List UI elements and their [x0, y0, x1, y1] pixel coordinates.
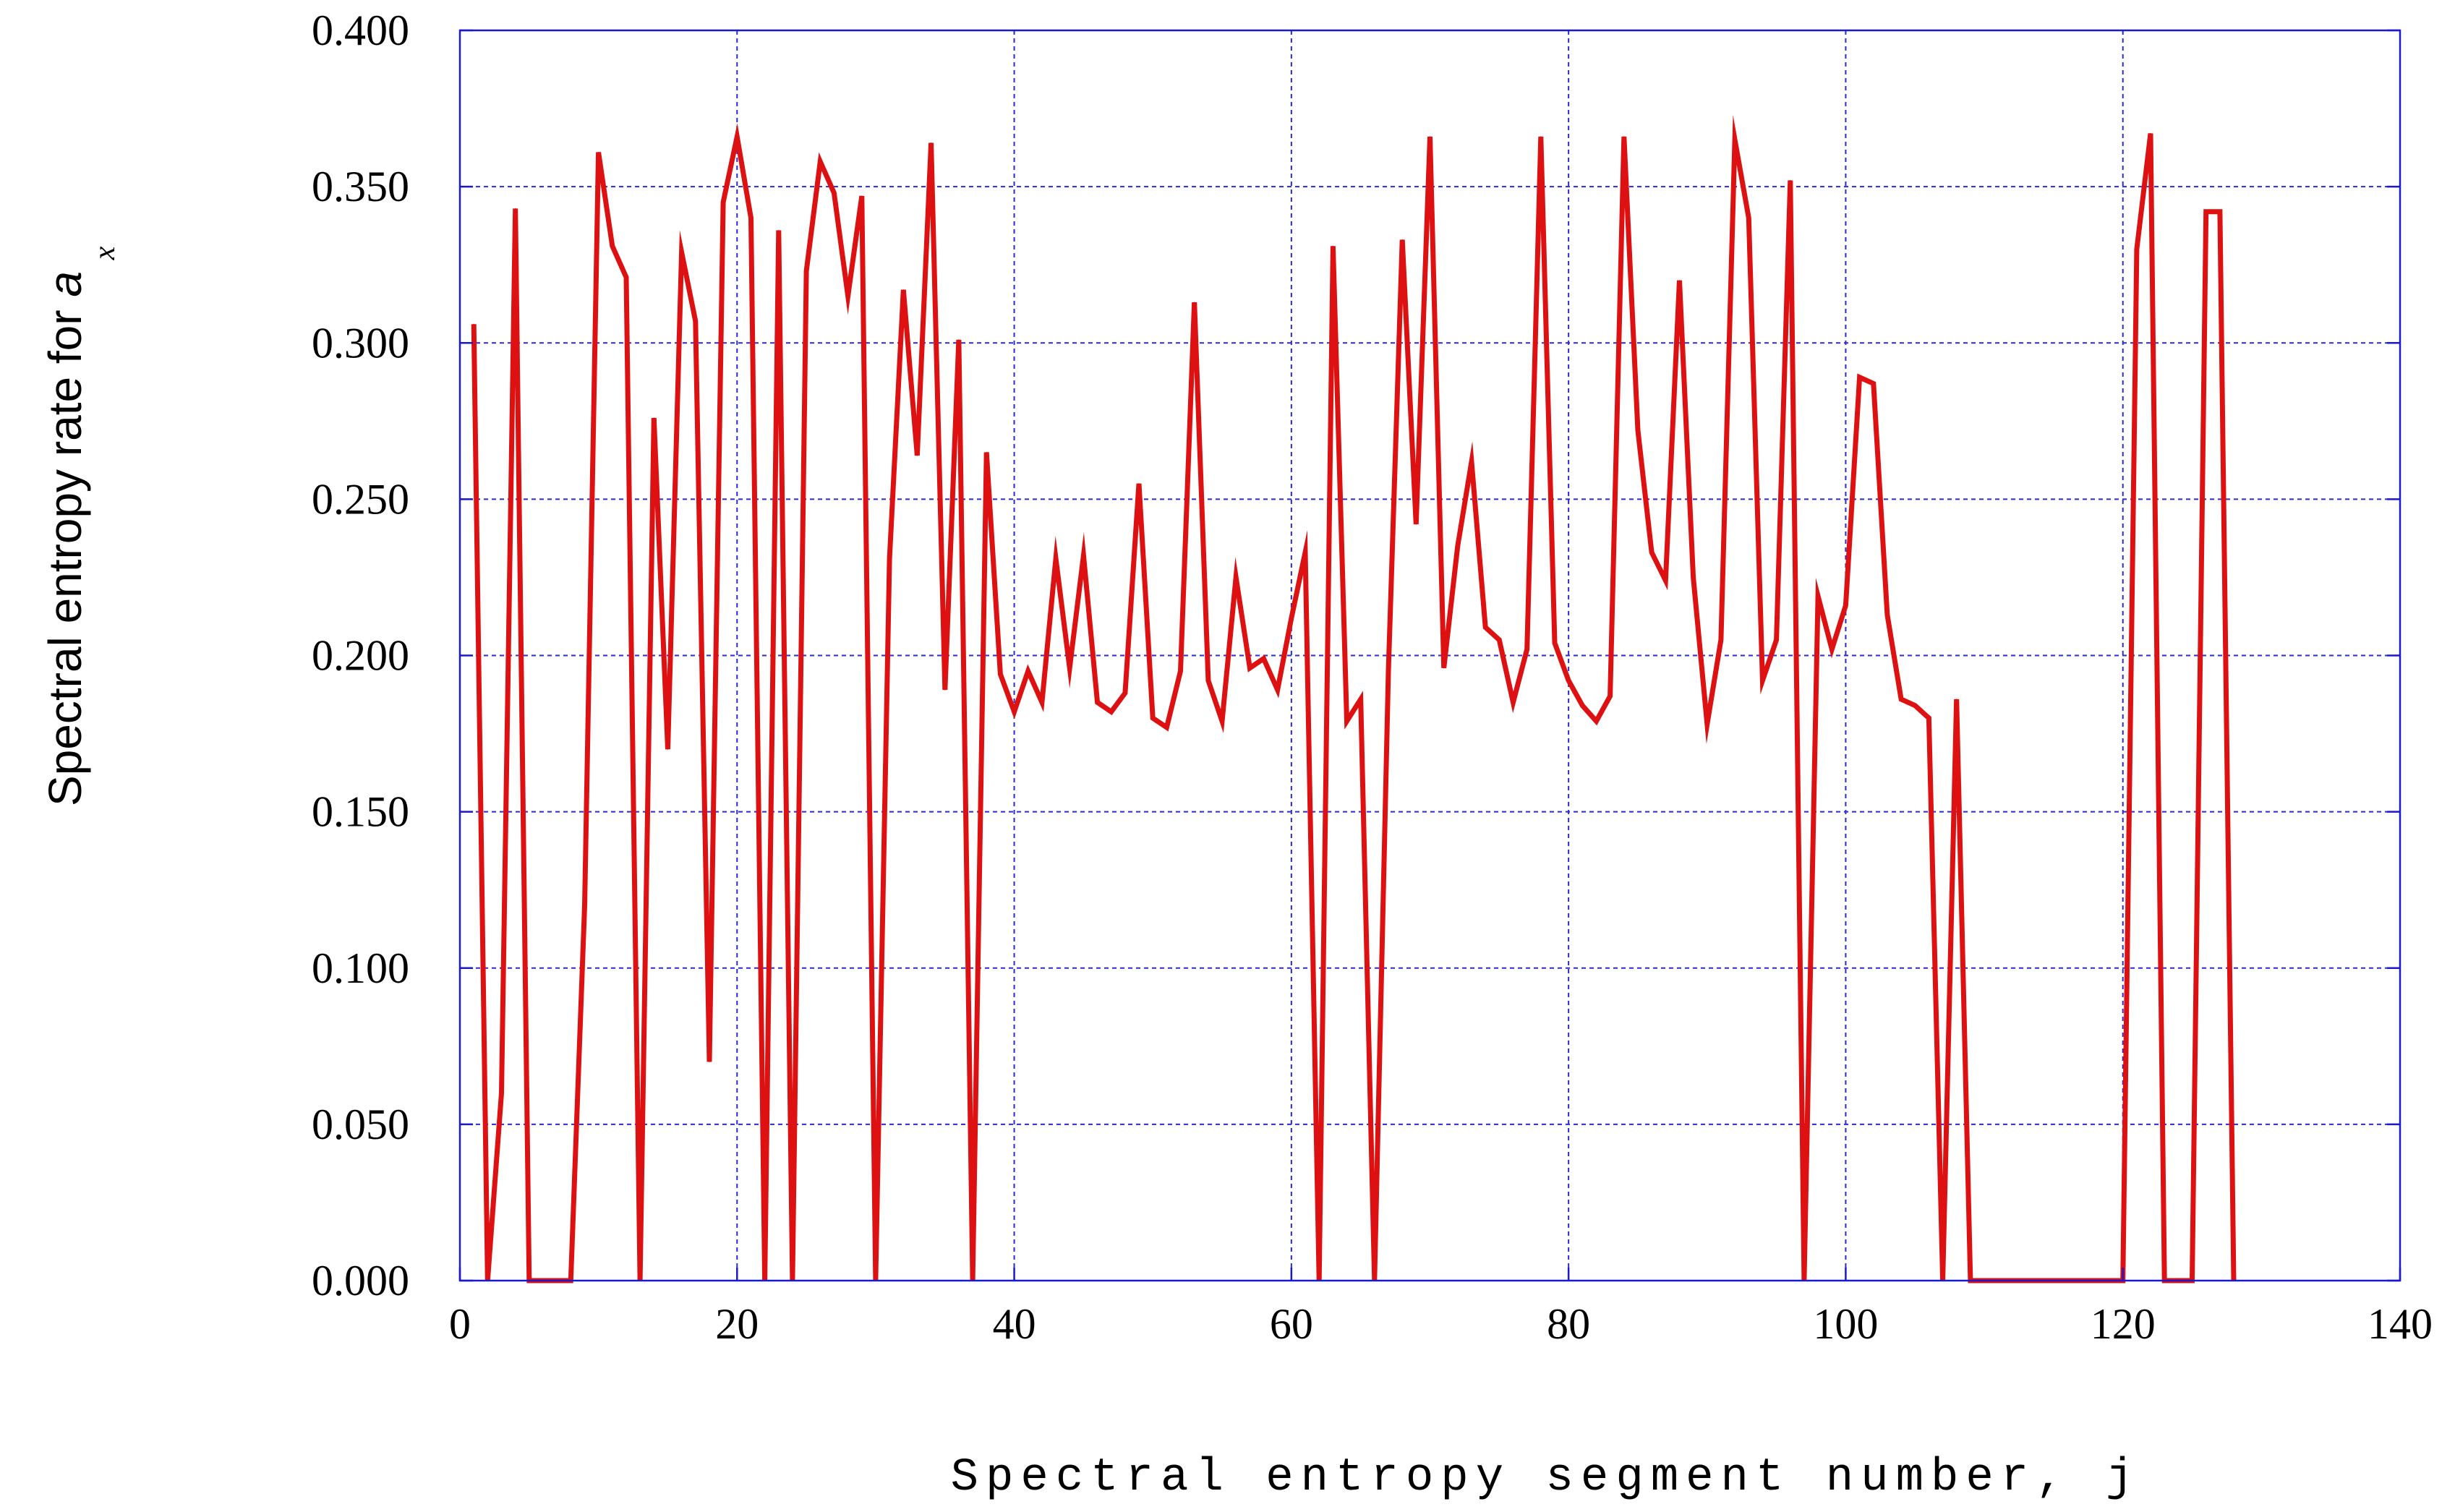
- x-tick-label: 40: [993, 1300, 1036, 1348]
- data-point: [1138, 483, 1140, 484]
- data-point: [1568, 680, 1569, 681]
- data-point: [667, 748, 669, 750]
- tick-marks: [458, 29, 2401, 1282]
- data-point: [889, 558, 890, 560]
- data-point: [1235, 576, 1237, 578]
- data-point: [986, 451, 987, 453]
- data-point: [1346, 720, 1348, 722]
- data-point: [944, 689, 946, 691]
- x-tick-label: 0: [449, 1300, 471, 1348]
- y-axis-title: Spectral entropy rate for a x: [39, 246, 121, 806]
- y-tick-label: 0.000: [312, 1257, 409, 1304]
- data-point: [1401, 239, 1403, 241]
- data-point: [958, 339, 960, 341]
- data-point: [736, 136, 738, 137]
- data-point: [2219, 211, 2221, 213]
- data-point: [1693, 576, 1694, 578]
- data-point: [515, 208, 516, 209]
- data-point: [1665, 580, 1666, 581]
- data-point: [695, 320, 696, 322]
- data-point: [1498, 639, 1500, 641]
- data-point: [1637, 430, 1639, 431]
- data-series: [471, 114, 2237, 1284]
- x-tick-label: 140: [2368, 1300, 2433, 1348]
- data-point: [999, 673, 1001, 675]
- data-point: [1277, 689, 1278, 691]
- data-point: [1179, 670, 1182, 672]
- data-point: [1041, 701, 1043, 703]
- y-tick-label: 0.050: [312, 1101, 409, 1148]
- y-tick-label: 0.200: [312, 632, 409, 680]
- x-tick-label: 60: [1270, 1300, 1313, 1348]
- data-point: [861, 195, 863, 197]
- data-point: [598, 152, 599, 153]
- data-point: [584, 905, 586, 906]
- data-point: [1540, 136, 1542, 137]
- y-axis-title-variable: a: [39, 271, 91, 297]
- y-axis-title-prefix: Spectral entropy rate for: [39, 297, 91, 806]
- data-point: [778, 230, 780, 231]
- y-axis-title-subscript: x: [88, 246, 121, 260]
- y-tick-label: 0.400: [312, 7, 409, 54]
- data-point: [916, 455, 918, 456]
- data-point: [1845, 605, 1846, 606]
- y-tick-label: 0.100: [312, 944, 409, 992]
- data-point: [1623, 136, 1625, 137]
- data-point: [1097, 701, 1098, 703]
- data-point: [1471, 461, 1472, 463]
- y-tick-label: 0.300: [312, 319, 409, 367]
- data-point: [1914, 705, 1916, 706]
- data-point: [1776, 639, 1777, 641]
- x-axis-tick-labels: 0 20 40 60 80 100 120 140: [449, 1300, 2433, 1348]
- y-tick-label: 0.250: [312, 475, 409, 523]
- x-tick-label: 120: [2091, 1300, 2156, 1348]
- grid-lines: [460, 30, 2400, 1281]
- y-tick-label: 0.350: [312, 163, 409, 210]
- data-point: [1083, 555, 1084, 556]
- data-point: [902, 289, 904, 291]
- y-tick-label: 0.150: [312, 788, 409, 836]
- data-point: [1720, 639, 1722, 641]
- data-point: [1457, 545, 1459, 547]
- data-point: [1443, 667, 1445, 669]
- data-point: [1581, 705, 1583, 706]
- data-point: [1221, 720, 1223, 722]
- x-tick-label: 20: [715, 1300, 759, 1348]
- data-point: [1069, 667, 1070, 669]
- data-point: [1873, 383, 1874, 385]
- data-point: [1595, 720, 1597, 722]
- data-point: [806, 270, 807, 272]
- data-point: [819, 161, 821, 163]
- data-point: [1554, 642, 1555, 644]
- data-point: [1762, 680, 1763, 681]
- series-line: [471, 114, 2237, 1284]
- x-tick-label: 80: [1547, 1300, 1590, 1348]
- data-point: [1485, 627, 1486, 628]
- data-point: [1263, 658, 1265, 659]
- data-point: [2150, 133, 2151, 134]
- data-point: [1817, 595, 1819, 597]
- data-point: [1194, 302, 1195, 303]
- y-axis-title-text: Spectral entropy rate for a: [39, 271, 91, 806]
- data-point: [1678, 280, 1681, 281]
- x-tick-label: 100: [1813, 1300, 1878, 1348]
- y-axis-tick-labels: 0.000 0.050 0.100 0.150 0.200 0.250 0.300 0.350…: [312, 7, 409, 1304]
- x-axis-title: Spectral entropy segment number, j: [951, 1452, 2141, 1504]
